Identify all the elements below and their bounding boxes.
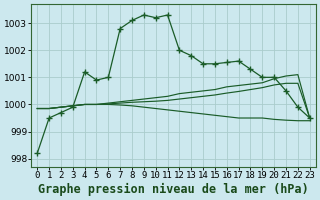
X-axis label: Graphe pression niveau de la mer (hPa): Graphe pression niveau de la mer (hPa): [38, 183, 309, 196]
